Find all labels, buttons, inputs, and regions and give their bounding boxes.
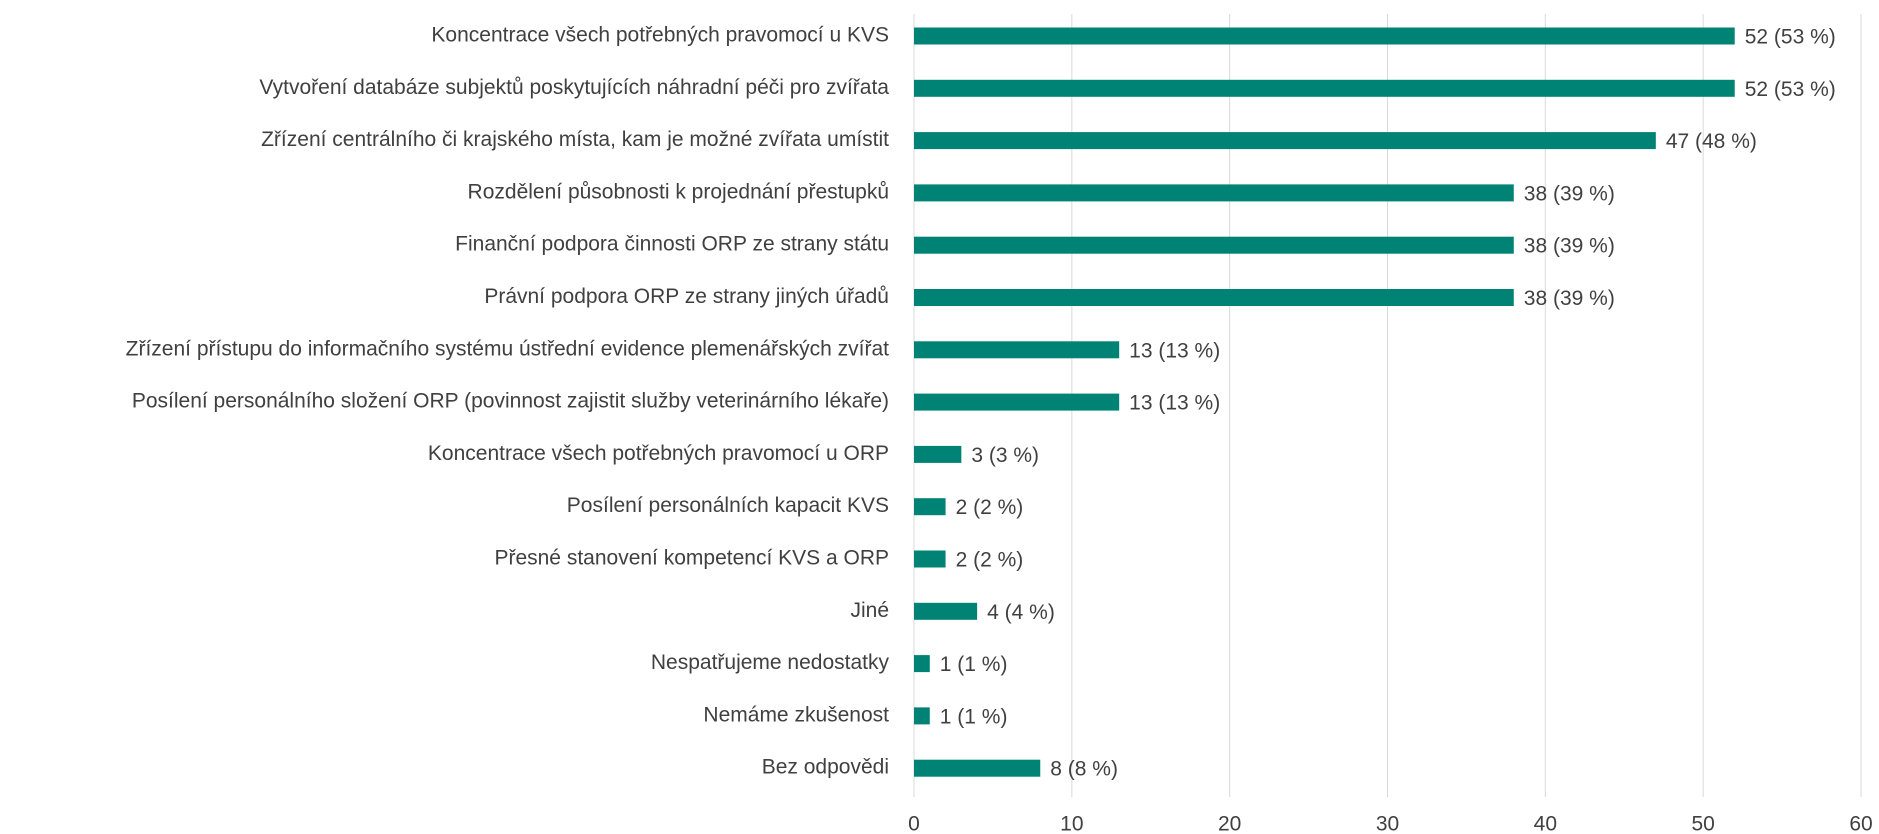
x-tick-label: 60: [1849, 813, 1872, 834]
y-tick-label: Vytvoření databáze subjektů poskytujícíc…: [259, 76, 889, 99]
y-tick-label: Koncentrace všech potřebných pravomocí u…: [428, 442, 889, 465]
bar: [914, 341, 1120, 359]
y-tick-label: Zřízení centrálního či krajského místa, …: [261, 128, 889, 151]
x-tick-label: 10: [1060, 813, 1083, 834]
bar: [914, 707, 930, 725]
y-tick-label: Jiné: [850, 599, 889, 622]
value-label: 38 (39 %): [1524, 235, 1615, 258]
value-label: 47 (48 %): [1666, 130, 1757, 153]
bar: [914, 132, 1656, 150]
y-tick-label: Zřízení přístupu do informačního systému…: [126, 337, 890, 360]
y-tick-label: Nemáme zkušenost: [703, 703, 889, 726]
bar: [914, 498, 946, 516]
x-tick-label: 30: [1376, 813, 1399, 834]
y-tick-label: Právní podpora ORP ze strany jiných úřad…: [484, 285, 889, 308]
value-label: 38 (39 %): [1524, 287, 1615, 310]
value-label: 3 (3 %): [971, 444, 1039, 467]
y-tick-label: Nespatřujeme nedostatky: [651, 651, 890, 674]
y-tick-label: Přesné stanovení kompetencí KVS a ORP: [494, 547, 889, 570]
y-tick-label: Bez odpovědi: [762, 756, 889, 779]
value-label: 52 (53 %): [1745, 26, 1836, 49]
value-label: 4 (4 %): [987, 601, 1055, 624]
y-tick-label: Posílení personálních kapacit KVS: [567, 494, 889, 517]
bar: [914, 602, 978, 620]
bar: [914, 759, 1041, 777]
x-tick-label: 20: [1218, 813, 1241, 834]
value-label: 52 (53 %): [1745, 78, 1836, 101]
y-tick-label: Finanční podpora činnosti ORP ze strany …: [455, 233, 889, 256]
value-label: 1 (1 %): [940, 705, 1008, 728]
bar: [914, 236, 1514, 254]
y-tick-label: Koncentrace všech potřebných pravomocí u…: [431, 24, 889, 47]
bar: [914, 184, 1514, 202]
bar: [914, 27, 1735, 45]
y-tick-label: Posílení personálního složení ORP (povin…: [132, 390, 889, 413]
value-label: 1 (1 %): [940, 653, 1008, 676]
value-label: 8 (8 %): [1050, 758, 1118, 781]
bar: [914, 655, 930, 673]
bar: [914, 550, 946, 568]
bar: [914, 445, 962, 463]
x-tick-label: 0: [908, 813, 920, 834]
value-label: 13 (13 %): [1129, 339, 1220, 362]
bar: [914, 393, 1120, 411]
bar: [914, 289, 1514, 306]
value-label: 2 (2 %): [956, 549, 1024, 572]
y-tick-label: Rozdělení působnosti k projednání přestu…: [468, 180, 889, 203]
bar: [914, 79, 1735, 97]
value-label: 38 (39 %): [1524, 182, 1615, 205]
x-tick-label: 50: [1691, 813, 1714, 834]
value-label: 13 (13 %): [1129, 392, 1220, 415]
value-label: 2 (2 %): [956, 496, 1024, 519]
x-tick-label: 40: [1534, 813, 1557, 834]
